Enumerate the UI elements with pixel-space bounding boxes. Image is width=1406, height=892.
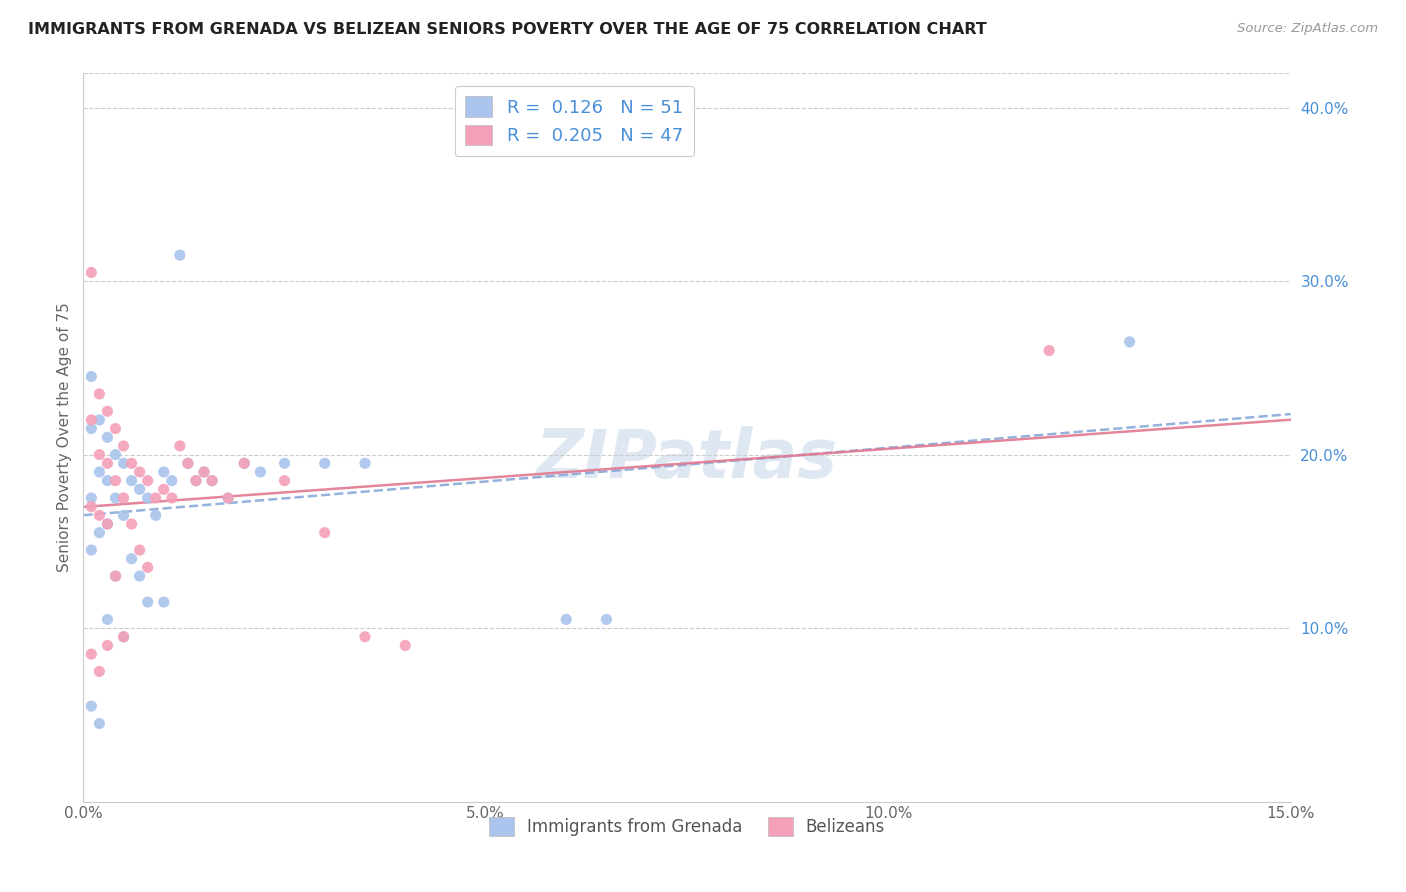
Point xyxy=(96,404,118,418)
Point xyxy=(80,421,103,435)
Point xyxy=(80,413,103,427)
Point xyxy=(273,456,295,470)
Point xyxy=(112,630,135,644)
Point xyxy=(112,439,135,453)
Point xyxy=(104,569,127,583)
Point xyxy=(595,612,617,626)
Point xyxy=(145,508,167,523)
Point xyxy=(145,491,167,505)
Point xyxy=(169,439,191,453)
Point xyxy=(233,456,256,470)
Point xyxy=(89,525,111,540)
Point xyxy=(121,474,143,488)
Point xyxy=(136,595,159,609)
Point xyxy=(160,491,183,505)
Point xyxy=(89,413,111,427)
Point xyxy=(112,508,135,523)
Point xyxy=(80,500,103,514)
Text: Source: ZipAtlas.com: Source: ZipAtlas.com xyxy=(1237,22,1378,36)
Point xyxy=(80,647,103,661)
Text: IMMIGRANTS FROM GRENADA VS BELIZEAN SENIORS POVERTY OVER THE AGE OF 75 CORRELATI: IMMIGRANTS FROM GRENADA VS BELIZEAN SENI… xyxy=(28,22,987,37)
Point xyxy=(555,612,578,626)
Point xyxy=(217,491,239,505)
Point xyxy=(112,630,135,644)
Point xyxy=(184,474,207,488)
Point xyxy=(104,448,127,462)
Point xyxy=(104,569,127,583)
Point xyxy=(136,491,159,505)
Point xyxy=(89,387,111,401)
Point xyxy=(193,465,215,479)
Point xyxy=(80,369,103,384)
Point xyxy=(112,456,135,470)
Point xyxy=(136,474,159,488)
Point xyxy=(160,474,183,488)
Point xyxy=(314,525,336,540)
Legend: Immigrants from Grenada, Belizeans: Immigrants from Grenada, Belizeans xyxy=(481,808,893,844)
Point xyxy=(112,491,135,505)
Point xyxy=(193,465,215,479)
Point xyxy=(394,639,416,653)
Point xyxy=(80,543,103,558)
Point xyxy=(121,516,143,531)
Point xyxy=(184,474,207,488)
Point xyxy=(89,508,111,523)
Point xyxy=(96,430,118,444)
Point xyxy=(152,595,174,609)
Point xyxy=(89,665,111,679)
Point xyxy=(201,474,224,488)
Point xyxy=(128,465,150,479)
Point xyxy=(314,456,336,470)
Point xyxy=(217,491,239,505)
Point xyxy=(273,474,295,488)
Point xyxy=(354,456,377,470)
Point xyxy=(152,465,174,479)
Point xyxy=(201,474,224,488)
Point xyxy=(169,248,191,262)
Y-axis label: Seniors Poverty Over the Age of 75: Seniors Poverty Over the Age of 75 xyxy=(58,302,72,572)
Point xyxy=(80,699,103,714)
Point xyxy=(121,551,143,566)
Point xyxy=(96,516,118,531)
Point xyxy=(104,474,127,488)
Point xyxy=(136,560,159,574)
Point xyxy=(96,516,118,531)
Point xyxy=(96,612,118,626)
Point xyxy=(89,716,111,731)
Point xyxy=(89,448,111,462)
Point xyxy=(96,456,118,470)
Point xyxy=(1118,334,1140,349)
Point xyxy=(233,456,256,470)
Point xyxy=(1038,343,1060,358)
Point xyxy=(177,456,200,470)
Point xyxy=(104,421,127,435)
Point xyxy=(128,569,150,583)
Point xyxy=(96,639,118,653)
Point xyxy=(152,483,174,497)
Point xyxy=(96,474,118,488)
Point xyxy=(249,465,271,479)
Point xyxy=(128,483,150,497)
Point xyxy=(121,456,143,470)
Point xyxy=(80,265,103,279)
Point xyxy=(128,543,150,558)
Point xyxy=(177,456,200,470)
Point xyxy=(89,465,111,479)
Point xyxy=(354,630,377,644)
Text: ZIPatlas: ZIPatlas xyxy=(536,426,838,492)
Point xyxy=(104,491,127,505)
Point xyxy=(80,491,103,505)
